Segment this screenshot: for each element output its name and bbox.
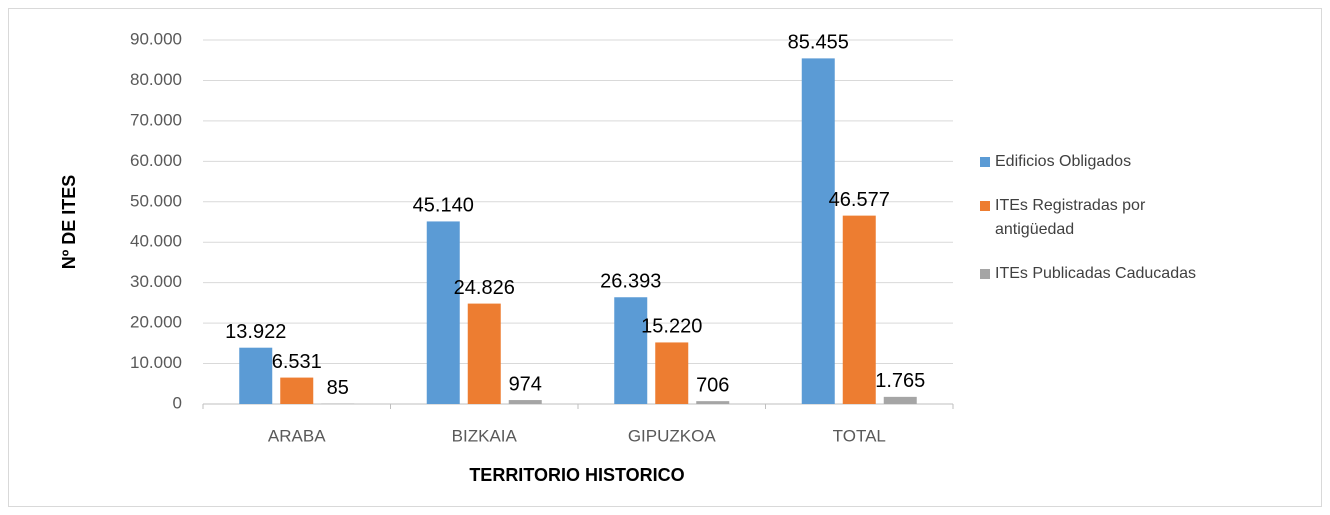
- legend: Edificios Obligados ITEs Registradas por …: [980, 150, 1280, 306]
- legend-label: ITEs Publicadas Caducadas: [995, 265, 1196, 282]
- y-tick-label: 60.000: [130, 151, 182, 170]
- bar: [280, 377, 314, 404]
- bar: [239, 347, 273, 404]
- y-tick-label: 80.000: [130, 70, 182, 89]
- legend-item: ITEs Publicadas Caducadas: [980, 262, 1280, 286]
- data-label: 15.220: [641, 316, 702, 338]
- data-label: 974: [509, 373, 542, 395]
- x-axis-label: TERRITORIO HISTORICO: [469, 465, 684, 485]
- legend-swatch: [980, 201, 990, 211]
- bar: [801, 58, 835, 405]
- data-label: 706: [696, 374, 729, 396]
- bar: [614, 297, 648, 404]
- y-tick-label: 10.000: [130, 353, 182, 372]
- chart-border: [8, 8, 1322, 507]
- bar: [696, 401, 730, 404]
- x-tick-label: TOTAL: [833, 426, 886, 445]
- y-tick-label: 50.000: [130, 191, 182, 210]
- data-label: 85.455: [788, 32, 849, 54]
- y-tick-label: 20.000: [130, 313, 182, 332]
- bar: [426, 221, 460, 404]
- y-tick-label: 90.000: [130, 29, 182, 48]
- x-tick-label: BIZKAIA: [452, 426, 518, 445]
- legend-label: ITEs Registradas por antigüedad: [995, 197, 1146, 238]
- x-tick-label: ARABA: [268, 426, 326, 445]
- bar: [467, 303, 501, 404]
- y-tick-label: 70.000: [130, 110, 182, 129]
- bar: [655, 342, 689, 404]
- data-label: 6.531: [272, 351, 322, 373]
- x-tick-label: GIPUZKOA: [628, 426, 717, 445]
- data-label: 1.765: [875, 370, 925, 392]
- y-tick-label: 40.000: [130, 232, 182, 251]
- legend-swatch: [980, 269, 990, 279]
- bar: [883, 396, 917, 404]
- legend-swatch: [980, 157, 990, 167]
- data-label: 24.826: [454, 277, 515, 299]
- data-label: 46.577: [829, 189, 890, 211]
- data-label: 45.140: [413, 195, 474, 217]
- y-tick-label: 0: [173, 393, 182, 412]
- y-tick-label: 30.000: [130, 272, 182, 291]
- y-axis-label: Nº DE ITES: [59, 175, 79, 270]
- bar: [842, 215, 876, 404]
- data-label: 85: [327, 377, 349, 399]
- data-label: 26.393: [600, 271, 661, 293]
- data-label: 13.922: [225, 321, 286, 343]
- legend-label: Edificios Obligados: [995, 153, 1132, 170]
- legend-item: ITEs Registradas por antigüedad: [980, 194, 1280, 242]
- legend-item: Edificios Obligados: [980, 150, 1280, 174]
- bar: [508, 400, 542, 404]
